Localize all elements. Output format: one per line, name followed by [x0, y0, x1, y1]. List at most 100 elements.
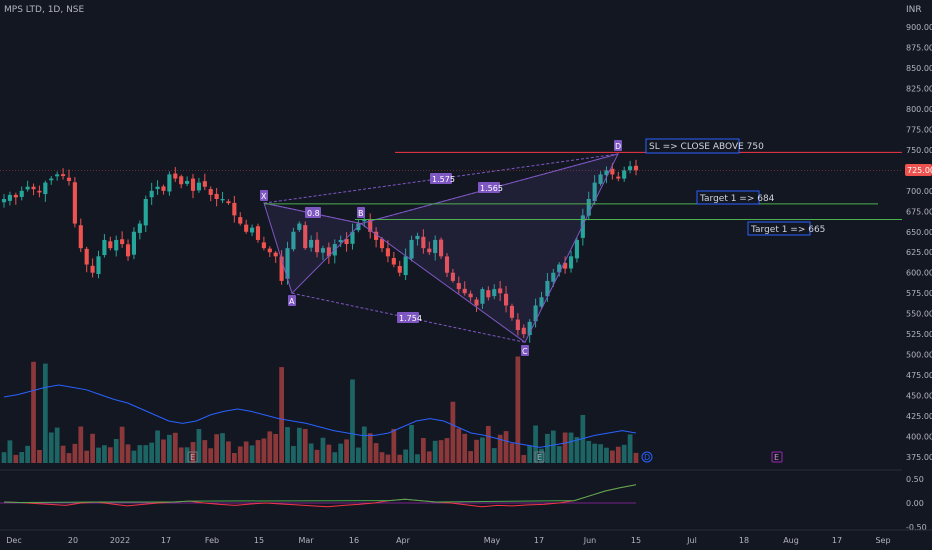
- event-marker-e2[interactable]: E: [534, 451, 545, 463]
- volume-bar: [249, 445, 255, 463]
- candle: [226, 199, 231, 205]
- event-marker-e3[interactable]: E: [771, 451, 783, 463]
- volume-bar: [403, 449, 409, 463]
- y-tick-label: 625.00: [906, 248, 932, 257]
- volume-bar: [172, 432, 178, 463]
- candle: [37, 185, 42, 198]
- volume-bar: [291, 445, 296, 463]
- x-tick-label: 20: [68, 536, 78, 545]
- volume-bar: [261, 438, 267, 463]
- volume-bar: [338, 443, 344, 463]
- volume-bar: [332, 452, 338, 463]
- x-tick-label: 15: [631, 536, 641, 545]
- volume-bar: [391, 428, 397, 463]
- volume-bar: [568, 432, 574, 463]
- y-tick-label: 650.00: [906, 228, 932, 237]
- candle: [604, 166, 609, 184]
- y-tick-label: 550.00: [906, 310, 932, 319]
- price-axis: 900.00 875.00 850.00 825.00 800.00 775.00 750.…: [906, 23, 932, 462]
- volume-bar: [621, 444, 627, 463]
- x-tick-label: Feb: [205, 536, 219, 545]
- svg-text:Target 1 => 684: Target 1 => 684: [699, 194, 775, 204]
- candle: [592, 175, 597, 205]
- volume-bar: [167, 434, 172, 463]
- y-tick-label: 400.00: [906, 433, 932, 442]
- candle: [421, 229, 426, 254]
- volume-bar: [208, 448, 214, 463]
- volume-bar: [426, 451, 432, 463]
- volume-bar: [161, 439, 166, 463]
- ratio-xb-label: 0.8: [305, 207, 321, 218]
- candle: [60, 168, 66, 180]
- candle: [427, 241, 432, 256]
- candle: [468, 290, 473, 302]
- candle: [498, 281, 503, 302]
- y-tick-label: 475.00: [906, 371, 932, 380]
- volume-bar: [119, 426, 125, 463]
- volume-bar: [202, 440, 208, 463]
- candle: [492, 284, 497, 300]
- volume-bar: [474, 439, 479, 463]
- candle: [244, 219, 249, 234]
- y-tick-label: 750.00: [906, 146, 932, 155]
- volume-bar: [361, 426, 367, 463]
- candle: [379, 236, 385, 253]
- volume-bar: [397, 454, 403, 463]
- candle: [78, 218, 83, 253]
- candle: [309, 235, 314, 252]
- x-tick-label: 15: [254, 536, 264, 545]
- volume-bar: [90, 433, 95, 463]
- candle: [374, 227, 379, 248]
- volume-bar: [243, 441, 249, 463]
- volume-bar: [149, 442, 155, 463]
- candle: [586, 191, 591, 221]
- candle: [214, 187, 219, 207]
- osc-tick-label: 0.50: [906, 475, 924, 484]
- volume-bar: [444, 438, 450, 463]
- x-tick-label: Sep: [875, 536, 890, 545]
- candle: [397, 260, 402, 277]
- volume-bar: [190, 442, 196, 463]
- volume-bar: [255, 440, 261, 463]
- candle: [196, 177, 201, 193]
- y-tick-label: 700.00: [906, 187, 932, 196]
- x-tick-label: Apr: [396, 536, 411, 545]
- y-tick-label: 850.00: [906, 64, 932, 73]
- volume-bar: [308, 443, 314, 463]
- volume-bar: [231, 452, 237, 463]
- volume-bar: [66, 453, 72, 463]
- candle: [450, 268, 455, 283]
- candle: [250, 224, 255, 237]
- point-x-label: X: [260, 190, 268, 201]
- volume-bar: [462, 433, 468, 463]
- candle: [167, 171, 172, 196]
- candle: [173, 167, 178, 182]
- candle: [220, 191, 225, 204]
- volume-bar: [60, 445, 66, 463]
- candle: [521, 324, 526, 339]
- candle: [143, 195, 148, 233]
- y-tick-label: 450.00: [906, 392, 932, 401]
- volume-bar: [220, 433, 225, 463]
- candle: [55, 171, 60, 181]
- volume-bar: [367, 433, 373, 463]
- event-marker-e1[interactable]: E: [187, 451, 198, 463]
- candle: [568, 250, 574, 273]
- candle: [90, 258, 95, 278]
- svg-text:B: B: [358, 209, 364, 218]
- volume-bar: [562, 432, 568, 463]
- candle: [125, 239, 131, 261]
- ratio-ac-label: 1.754: [397, 312, 422, 323]
- currency-label: INR: [906, 5, 922, 15]
- volume-bar: [42, 363, 48, 463]
- y-tick-label: 425.00: [906, 412, 932, 421]
- volume-bar: [7, 440, 13, 463]
- volume-bar: [37, 449, 42, 463]
- event-marker-d[interactable]: D: [641, 451, 653, 463]
- x-tick-label: Aug: [783, 536, 799, 545]
- volume-bars: [1, 356, 639, 463]
- volume-bar: [415, 454, 420, 463]
- candle: [261, 236, 266, 251]
- candle: [232, 195, 237, 223]
